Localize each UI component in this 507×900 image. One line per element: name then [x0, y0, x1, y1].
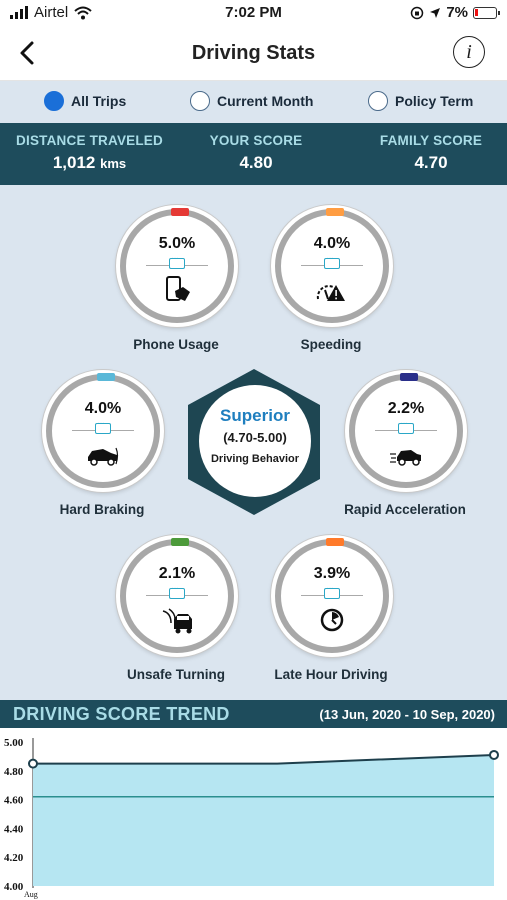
car-braking-icon: [88, 447, 119, 466]
family-score-stat: FAMILY SCORE 4.70: [356, 133, 506, 173]
gauge-tick: [171, 538, 189, 546]
status-time: 7:02 PM: [225, 4, 282, 21]
chat-bubble-icon: [324, 583, 340, 599]
filter-current-month[interactable]: Current Month: [190, 91, 313, 111]
filter-label: Current Month: [217, 93, 314, 109]
chat-bubble-icon: [398, 418, 414, 434]
x-tick-label: Aug: [24, 890, 38, 899]
gauge-tick: [171, 208, 189, 216]
carrier-name: Airtel: [34, 4, 69, 21]
late-hour-driving-gauge[interactable]: 3.9%: [271, 535, 393, 657]
chevron-left-icon[interactable]: [14, 38, 42, 68]
distance-unit: kms: [100, 156, 127, 171]
behavior-rank: Superior: [220, 406, 290, 425]
gauge-tick: [400, 373, 418, 381]
score-trend-chart: 5.00 4.80 4.60 4.40 4.20 4.00 Aug: [0, 728, 507, 900]
phone-usage-icon: [166, 276, 190, 301]
battery-icon: [473, 6, 500, 19]
trip-filter: All Trips Current Month Policy Term: [0, 81, 507, 123]
rapid-acceleration-label: Rapid Acceleration: [344, 502, 466, 517]
family-score-value: 4.70: [414, 153, 448, 172]
y-tick-label: 4.60: [4, 795, 24, 807]
phone-usage-gauge[interactable]: 5.0%: [116, 205, 238, 327]
filter-label: Policy Term: [395, 93, 474, 109]
speedometer-warning-icon: [316, 285, 345, 301]
summary-band: DISTANCE TRAVELED 1,012 kms YOUR SCORE 4…: [0, 123, 507, 185]
hard-braking-label: Hard Braking: [59, 502, 145, 517]
cell-signal-icon: [10, 6, 28, 19]
your-score-label: YOUR SCORE: [209, 133, 303, 148]
gauge-value: 4.0%: [84, 400, 122, 417]
distance-value: 1,012 kms: [52, 153, 127, 172]
gauge-value: 2.1%: [158, 565, 196, 582]
behavior-range: (4.70-5.00): [223, 430, 287, 445]
your-score-value: 4.80: [239, 153, 273, 172]
distance-label: DISTANCE TRAVELED: [16, 133, 163, 148]
radio-selected-icon: [44, 91, 64, 111]
gauge-tick: [326, 208, 344, 216]
your-score-stat: YOUR SCORE 4.80: [186, 133, 326, 173]
rapid-acceleration-gauge[interactable]: 2.2%: [345, 370, 467, 492]
filter-label: All Trips: [71, 93, 127, 109]
filter-policy-term[interactable]: Policy Term: [368, 91, 473, 111]
battery-percent: 7%: [446, 4, 468, 21]
y-tick-label: 4.00: [4, 881, 24, 893]
distance-stat: DISTANCE TRAVELED 1,012 kms: [12, 133, 167, 173]
page-title: Driving Stats: [191, 42, 316, 64]
chat-bubble-icon: [95, 418, 111, 434]
radio-unselected-icon: [190, 91, 210, 111]
trend-point: [489, 749, 499, 760]
orientation-lock-icon: [411, 6, 424, 19]
car-turning-icon: [162, 608, 192, 634]
late-hour-driving-label: Late Hour Driving: [274, 667, 388, 682]
y-tick-label: 4.40: [4, 823, 24, 835]
location-arrow-icon: [430, 7, 441, 18]
gauge-tick: [326, 538, 344, 546]
gauge-value: 3.9%: [313, 565, 351, 582]
speeding-gauge[interactable]: 4.0%: [271, 205, 393, 327]
chat-bubble-icon: [324, 253, 340, 269]
trend-date-range: (13 Jun, 2020 - 10 Sep, 2020): [319, 707, 495, 722]
behavior-label: Driving Behavior: [210, 453, 300, 465]
gauge-value: 5.0%: [158, 235, 196, 252]
driving-behavior-badge[interactable]: Superior (4.70-5.00) Driving Behavior: [199, 385, 311, 497]
y-tick-label: 5.00: [4, 737, 24, 749]
chat-bubble-icon: [169, 253, 185, 269]
filter-all-trips[interactable]: All Trips: [44, 91, 126, 111]
nav-bar: Driving Stats i: [0, 26, 507, 81]
car-acceleration-icon: [390, 450, 421, 466]
phone-usage-label: Phone Usage: [133, 337, 219, 352]
trend-title: DRIVING SCORE TREND: [13, 704, 230, 724]
hard-braking-gauge[interactable]: 4.0%: [42, 370, 164, 492]
trend-line: [33, 753, 495, 765]
speeding-label: Speeding: [300, 337, 362, 352]
trend-header: DRIVING SCORE TREND (13 Jun, 2020 - 10 S…: [0, 700, 507, 728]
clock-icon: [320, 608, 344, 632]
trend-area: [33, 754, 494, 886]
info-icon[interactable]: i: [453, 36, 485, 68]
gauge-value: 2.2%: [387, 400, 425, 417]
y-tick-label: 4.20: [4, 852, 24, 864]
gauge-tick: [97, 373, 115, 381]
status-bar: Airtel 7:02 PM 7%: [0, 0, 507, 26]
gauge-value: 4.0%: [313, 235, 351, 252]
y-tick-label: 4.80: [4, 766, 24, 778]
chat-bubble-icon: [169, 583, 185, 599]
radio-unselected-icon: [368, 91, 388, 111]
wifi-icon: [74, 6, 92, 19]
unsafe-turning-label: Unsafe Turning: [126, 667, 225, 682]
unsafe-turning-gauge[interactable]: 2.1%: [116, 535, 238, 657]
family-score-label: FAMILY SCORE: [379, 133, 483, 148]
trend-point: [28, 758, 38, 769]
